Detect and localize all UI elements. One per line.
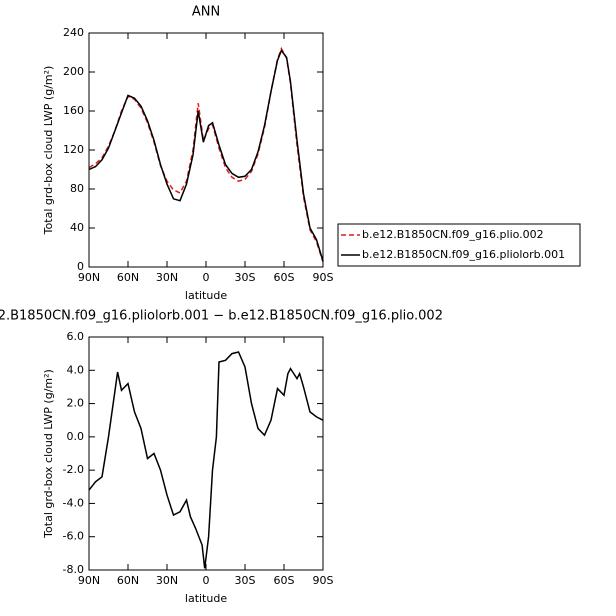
y-tick-label: 0 — [77, 260, 84, 273]
data-line — [88, 48, 324, 262]
y-tick-label: -6.0 — [63, 530, 84, 543]
x-tick-label: 60N — [117, 271, 139, 284]
x-tick-label: 0 — [203, 574, 210, 587]
plot-frame — [88, 32, 324, 268]
x-tick-label: 60S — [274, 271, 295, 284]
x-tick-label: 60N — [117, 574, 139, 587]
x-tick-label: 0 — [203, 271, 210, 284]
x-tick-label: 30S — [235, 574, 256, 587]
y-tick-label: 200 — [63, 65, 84, 78]
x-tick-label: 30S — [235, 271, 256, 284]
legend-label: b.e12.B1850CN.f09_g16.pliolorb.001 — [362, 248, 565, 261]
data-line — [88, 351, 324, 569]
y-tick-label: 6.0 — [67, 330, 85, 343]
y-tick-label: 80 — [70, 182, 84, 195]
plot-frame — [88, 336, 324, 571]
chart-title: ANN — [192, 5, 220, 20]
x-tick-label: 30N — [156, 574, 178, 587]
y-tick-label: -8.0 — [63, 563, 84, 576]
x-tick-label: 90S — [313, 574, 334, 587]
y-axis-label: Total grd-box cloud LWP (g/m²) — [42, 66, 55, 236]
x-tick-label: 90N — [78, 271, 100, 284]
data-line — [88, 46, 324, 263]
y-tick-label: 240 — [63, 26, 84, 39]
y-tick-label: 4.0 — [67, 363, 85, 376]
y-tick-label: 40 — [70, 221, 84, 234]
x-tick-label: 90N — [78, 574, 100, 587]
x-tick-label: 60S — [274, 574, 295, 587]
y-tick-label: -2.0 — [63, 463, 84, 476]
y-tick-label: 160 — [63, 104, 84, 117]
y-tick-label: 2.0 — [67, 397, 85, 410]
chart-title: b.e12.B1850CN.f09_g16.pliolorb.001 − b.e… — [0, 309, 443, 324]
legend-box — [337, 223, 581, 267]
y-tick-label: 0.0 — [67, 430, 85, 443]
y-tick-label: 120 — [63, 143, 84, 156]
y-tick-label: -4.0 — [63, 496, 84, 509]
y-axis-label: Total grd-box cloud LWP (g/m²) — [42, 369, 55, 539]
x-tick-label: 90S — [313, 271, 334, 284]
legend-label: b.e12.B1850CN.f09_g16.plio.002 — [362, 228, 544, 241]
x-axis-label: latitude — [185, 592, 227, 605]
x-tick-label: 30N — [156, 271, 178, 284]
x-axis-label: latitude — [185, 289, 227, 302]
